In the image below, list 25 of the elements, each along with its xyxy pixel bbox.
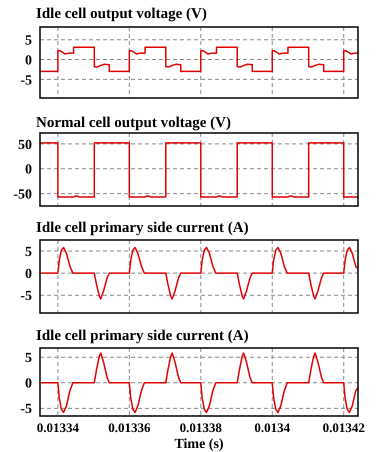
line-series (39, 46, 359, 72)
y-tick-label: 0 (25, 267, 32, 282)
y-tick-label: -5 (20, 289, 32, 304)
x-tick-label: 0.01336 (108, 420, 151, 435)
chart-title: Idle cell output voltage (V) (36, 6, 207, 22)
x-tick-label: 0.01338 (180, 420, 222, 435)
line-series (39, 352, 359, 414)
x-tick-label: 0.0134 (254, 420, 291, 435)
y-tick-label: 50 (18, 138, 32, 153)
y-tick-label: 0 (25, 162, 32, 178)
x-axis-title: Time (s) (174, 437, 224, 452)
y-tick-label: -5 (20, 402, 32, 418)
x-tick-label: 0.01342 (322, 420, 365, 435)
y-tick-label: 5 (25, 34, 32, 49)
chart-title: Idle cell primary side current (A) (36, 328, 249, 344)
y-tick-label: -50 (13, 187, 32, 202)
y-tick-label: -5 (20, 73, 32, 88)
y-tick-label: 0 (25, 376, 32, 392)
y-tick-label: 0 (25, 53, 32, 68)
line-series (39, 246, 359, 300)
chart-title: Normal cell output voltage (V) (36, 115, 231, 131)
y-tick-label: 5 (25, 244, 32, 260)
chart-title: Idle cell primary side current (A) (36, 220, 249, 236)
x-tick-label: 0.01334 (36, 420, 80, 435)
y-tick-label: 5 (25, 351, 32, 366)
